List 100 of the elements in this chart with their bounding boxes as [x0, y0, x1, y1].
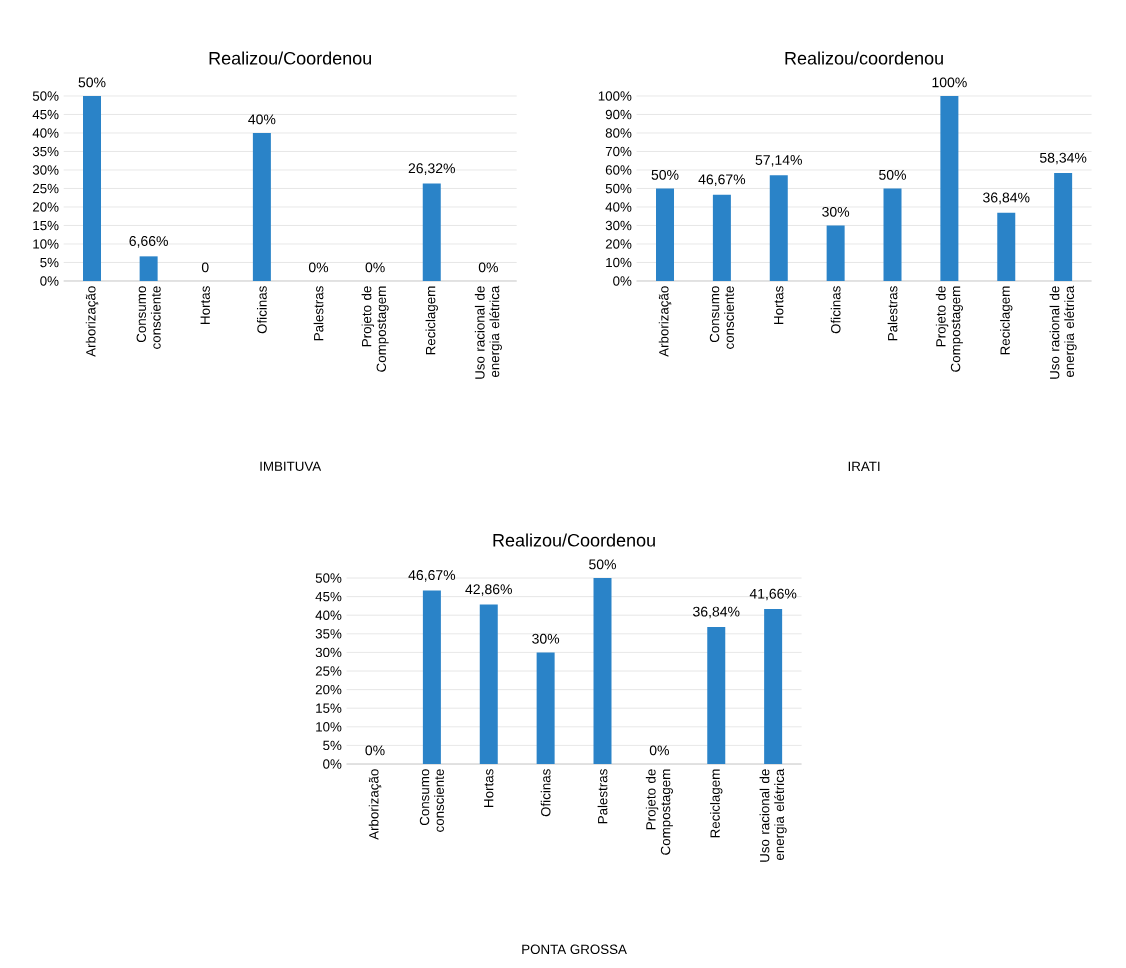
- y-tick-label: 100%: [598, 91, 632, 101]
- data-label: 30%: [532, 633, 560, 644]
- y-tick-label: 50%: [32, 91, 59, 101]
- bar: [764, 609, 783, 764]
- x-tick-label: Reciclagem: [710, 769, 723, 838]
- bar: [940, 95, 959, 281]
- x-tick-label: Uso racional de energia elétrica: [1049, 285, 1077, 379]
- bar: [593, 578, 612, 764]
- x-tick-label: Consumo consciente: [419, 769, 444, 832]
- data-label: 58,34%: [1039, 152, 1087, 165]
- y-tick-label: 5%: [40, 257, 59, 268]
- chart-title: Realizou/Coordenou: [493, 533, 655, 547]
- y-tick-label: 0%: [323, 759, 342, 769]
- data-label: 50%: [651, 169, 679, 180]
- y-tick-label: 50%: [315, 573, 342, 583]
- bar: [536, 652, 555, 764]
- bar: [422, 590, 441, 764]
- x-tick-label: Arborização: [658, 286, 672, 357]
- y-tick-label: 70%: [605, 146, 632, 157]
- x-tick-label: Projeto de Compostagem: [645, 769, 673, 855]
- y-tick-label: 35%: [32, 146, 59, 157]
- bar: [252, 133, 271, 281]
- bar: [139, 256, 158, 281]
- x-tick-label: Projeto de Compostagem: [361, 286, 389, 372]
- bar: [769, 175, 788, 281]
- chart-title: Realizou/Coordenou: [209, 51, 372, 65]
- x-tick-label: Reciclagem: [425, 286, 438, 355]
- y-tick-label: 30%: [315, 647, 342, 658]
- x-tick-label: Oficinas: [540, 769, 551, 817]
- data-label: 42,86%: [465, 584, 512, 596]
- y-tick-label: 45%: [32, 109, 59, 120]
- data-label: 50%: [879, 169, 907, 180]
- bar: [479, 604, 498, 764]
- y-tick-label: 15%: [33, 220, 59, 231]
- y-tick-label: 20%: [315, 684, 342, 695]
- y-tick-label: 30%: [605, 220, 632, 231]
- x-tick-label: Oficinas: [830, 286, 841, 334]
- data-label: 46,67%: [408, 570, 456, 582]
- y-tick-label: 15%: [316, 703, 342, 713]
- x-axis-title: IMBITUVA: [260, 461, 322, 471]
- y-tick-label: 0%: [613, 276, 632, 286]
- data-label: 30%: [822, 206, 850, 217]
- y-tick-label: 35%: [315, 629, 342, 639]
- data-label: 50%: [78, 77, 106, 88]
- data-label: 57,14%: [755, 155, 802, 167]
- data-label: 36,84%: [983, 192, 1030, 205]
- x-axis-title: IRATI: [848, 461, 880, 471]
- y-tick-label: 5%: [323, 740, 342, 751]
- y-tick-label: 25%: [315, 666, 342, 676]
- x-tick-label: Hortas: [484, 769, 494, 807]
- bar: [826, 225, 845, 281]
- bar: [997, 212, 1016, 281]
- bar: [83, 95, 102, 281]
- y-tick-label: 20%: [32, 202, 59, 212]
- data-label: 41,66%: [749, 588, 797, 601]
- bar: [883, 188, 902, 281]
- bar: [656, 188, 675, 281]
- data-label: 0%: [649, 745, 669, 756]
- x-tick-label: Hortas: [774, 286, 784, 324]
- data-label: 50%: [589, 559, 617, 570]
- data-label: 26,32%: [408, 163, 455, 175]
- y-tick-label: 45%: [315, 591, 342, 602]
- y-tick-label: 30%: [32, 165, 59, 175]
- data-label: 46,67%: [698, 174, 746, 186]
- x-tick-label: Palestras: [313, 286, 324, 341]
- y-tick-label: 10%: [606, 257, 632, 268]
- data-label: 0%: [365, 745, 385, 756]
- y-tick-label: 40%: [315, 610, 342, 620]
- y-tick-label: 50%: [605, 183, 632, 194]
- data-label: 0: [201, 262, 209, 273]
- x-tick-label: Arborização: [85, 286, 99, 357]
- data-label: 36,84%: [693, 606, 740, 619]
- data-label: 0%: [365, 262, 385, 273]
- x-tick-label: Projeto de Compostagem: [935, 286, 963, 372]
- data-label: 40%: [248, 114, 276, 125]
- chart-title: Realizou/coordenou: [785, 51, 943, 65]
- x-tick-label: Uso racional de energia elétrica: [759, 768, 787, 862]
- y-tick-label: 10%: [316, 722, 342, 732]
- data-label: 6,66%: [129, 236, 168, 248]
- x-tick-label: Reciclagem: [1000, 286, 1013, 355]
- y-tick-label: 40%: [605, 202, 632, 212]
- data-label: 0%: [478, 262, 498, 273]
- x-tick-label: Consumo consciente: [136, 286, 161, 349]
- x-tick-label: Arborização: [368, 769, 382, 840]
- x-axis-title: PONTA GROSSA: [522, 944, 627, 955]
- y-tick-label: 10%: [33, 239, 59, 249]
- y-tick-label: 0%: [40, 276, 59, 286]
- x-tick-label: Consumo consciente: [709, 286, 734, 349]
- bar: [422, 183, 441, 281]
- x-tick-label: Oficinas: [256, 286, 267, 334]
- bar: [1054, 173, 1073, 281]
- y-tick-label: 60%: [605, 165, 632, 175]
- x-tick-label: Hortas: [200, 286, 210, 324]
- bar: [707, 626, 726, 764]
- y-tick-label: 80%: [605, 128, 632, 138]
- x-tick-label: Palestras: [887, 286, 898, 341]
- data-label: 100%: [932, 77, 967, 88]
- x-tick-label: Uso racional de energia elétrica: [474, 285, 502, 379]
- y-tick-label: 40%: [32, 128, 59, 138]
- y-tick-label: 90%: [605, 109, 632, 120]
